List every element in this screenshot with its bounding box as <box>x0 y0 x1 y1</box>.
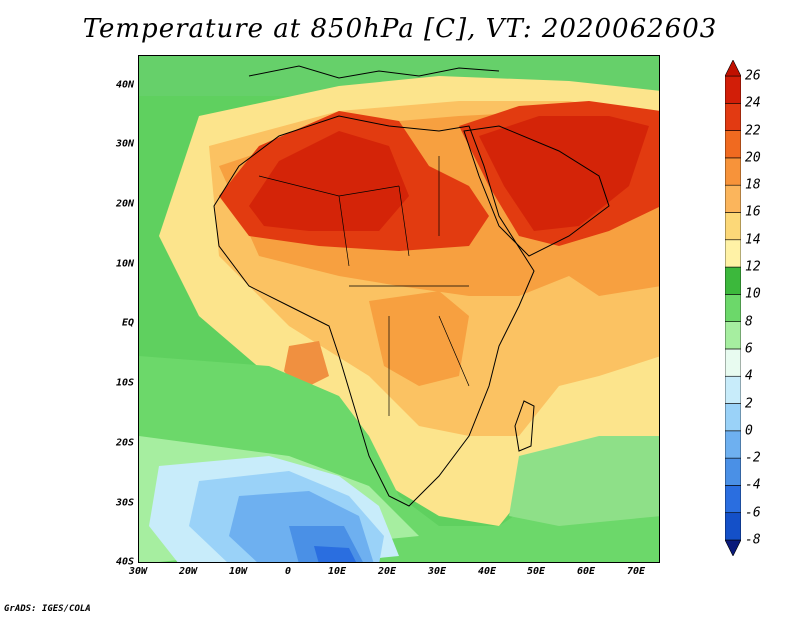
lat-label-20s: 20S <box>115 437 134 449</box>
colorbar-label: -6 <box>745 505 761 521</box>
colorbar-label: 22 <box>745 123 761 139</box>
lon-label-30w: 30W <box>128 566 148 577</box>
lon-label-20w: 20W <box>178 566 198 577</box>
colorbar-label: 18 <box>745 177 761 193</box>
colorbar-box <box>725 348 741 377</box>
colorbar-box <box>725 212 741 241</box>
colorbar-box <box>725 430 741 459</box>
lon-label-0: 0 <box>284 566 292 577</box>
colorbar-triangle-high <box>725 60 741 77</box>
lat-label-30s: 30S <box>115 497 134 509</box>
colorbar-box <box>725 375 741 404</box>
colorbar-label: 4 <box>745 368 753 384</box>
temperature-map <box>138 55 660 563</box>
lon-label-50e: 50E <box>526 566 546 577</box>
colorbar-label: 16 <box>745 204 761 220</box>
chart-title: Temperature at 850hPa [C], VT: 202006260… <box>82 14 718 44</box>
lon-label-20e: 20E <box>377 566 397 577</box>
colorbar-box <box>725 294 741 322</box>
colorbar-label: 26 <box>745 68 761 84</box>
lat-label-eq: EQ <box>121 317 134 329</box>
credit-text: GrADS: IGES/COLA <box>4 604 91 614</box>
lon-label-10e: 10E <box>327 566 347 577</box>
colorbar-box <box>725 157 741 186</box>
colorbar-box <box>725 130 741 159</box>
colorbar-label: 14 <box>745 232 761 248</box>
colorbar-box <box>725 184 741 213</box>
lon-label-40e: 40E <box>477 566 497 577</box>
colorbar-box <box>725 485 741 514</box>
colorbar-label: 2 <box>745 396 753 412</box>
colorbar-label: 10 <box>745 286 761 302</box>
lat-label-20n: 20N <box>115 198 134 210</box>
colorbar-box <box>725 321 741 350</box>
map-canvas <box>139 56 659 562</box>
colorbar-box <box>725 512 741 541</box>
colorbar-box <box>725 75 741 104</box>
colorbar-box <box>725 266 741 295</box>
colorbar-label: -2 <box>745 450 761 466</box>
colorbar-label: -8 <box>745 532 761 548</box>
colorbar-label: 0 <box>745 423 753 439</box>
colorbar-triangle-low <box>725 539 741 556</box>
colorbar-box <box>725 239 741 268</box>
colorbar-label: 8 <box>745 314 753 330</box>
lat-label-10s: 10S <box>115 377 134 389</box>
colorbar-label: 24 <box>745 95 761 111</box>
lat-label-10n: 10N <box>115 258 134 270</box>
lat-label-40s: 40S <box>115 556 134 568</box>
lon-label-30e: 30E <box>427 566 447 577</box>
lat-label-40n: 40N <box>115 79 134 91</box>
colorbar-label: -4 <box>745 477 761 493</box>
colorbar-label: 20 <box>745 150 761 166</box>
colorbar-box <box>725 403 741 432</box>
colorbar-box <box>725 457 741 486</box>
colorbar-box <box>725 102 741 131</box>
colorbar-label: 6 <box>745 341 753 357</box>
lat-label-30n: 30N <box>115 138 134 150</box>
colorbar <box>725 60 741 556</box>
lon-label-10w: 10W <box>228 566 248 577</box>
lon-label-70e: 70E <box>626 566 646 577</box>
lon-label-60e: 60E <box>576 566 596 577</box>
colorbar-label: 12 <box>745 259 761 275</box>
